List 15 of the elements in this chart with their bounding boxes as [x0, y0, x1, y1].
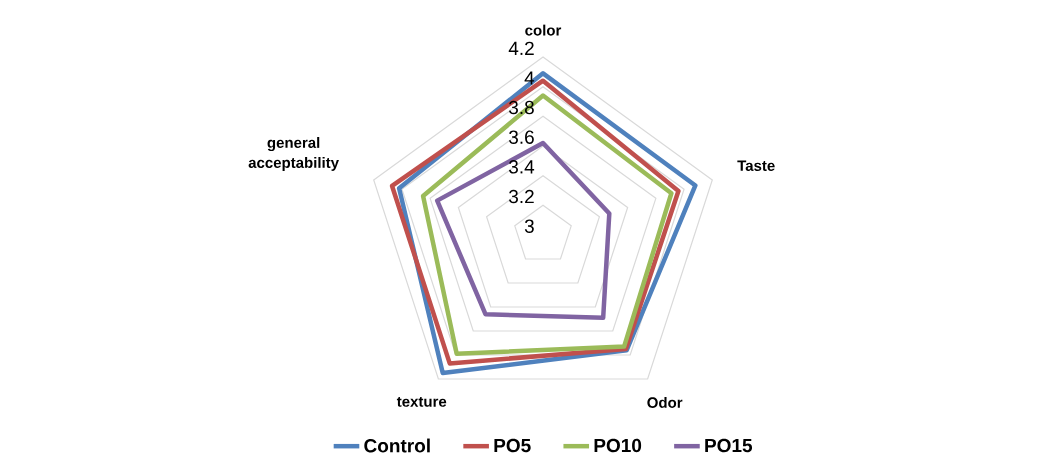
y-tick-label: 3.2 — [509, 189, 534, 204]
legend-label: PO5 — [494, 438, 531, 453]
legend-label: PO10 — [594, 438, 642, 453]
spoke-label: Taste — [737, 160, 775, 171]
y-tick-label: 3 — [524, 219, 534, 233]
y-tick-label: 4 — [524, 71, 535, 85]
spoke-label: general acceptability — [248, 136, 339, 171]
spoke-label: color — [525, 24, 562, 36]
spoke-label: texture — [396, 396, 447, 407]
legend-label: PO15 — [705, 438, 753, 453]
y-tick-label: 3.6 — [509, 130, 534, 144]
spoke-label: Odor — [647, 396, 683, 408]
y-tick-label: 3.4 — [509, 160, 535, 174]
legend-label: Control — [364, 438, 430, 453]
y-tick-label: 4.2 — [508, 41, 534, 55]
